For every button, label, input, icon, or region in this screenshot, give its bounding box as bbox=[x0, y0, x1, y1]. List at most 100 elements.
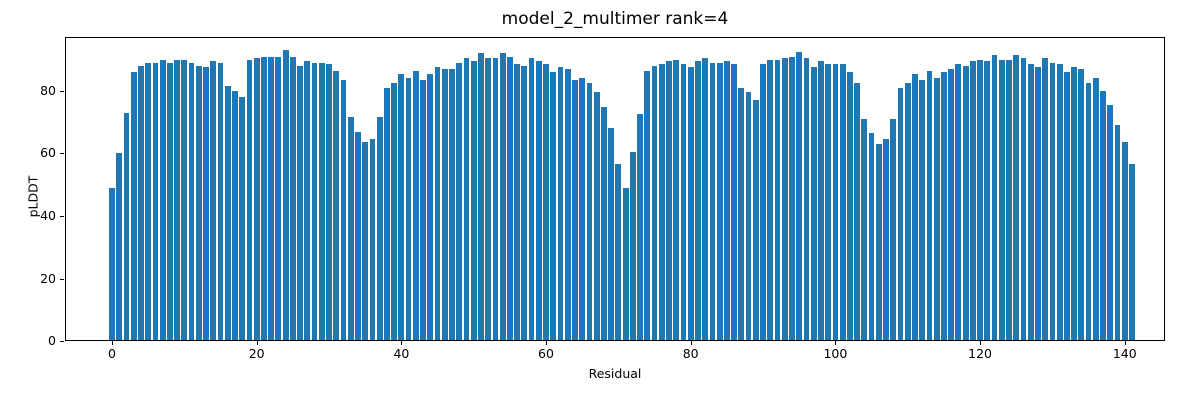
bar bbox=[535, 61, 542, 340]
bar bbox=[427, 73, 434, 340]
bar bbox=[723, 61, 730, 340]
bar bbox=[1107, 104, 1114, 340]
bar bbox=[304, 61, 311, 340]
bar bbox=[933, 78, 940, 340]
bar bbox=[282, 50, 289, 340]
bar bbox=[521, 65, 528, 340]
bar bbox=[449, 69, 455, 340]
bar bbox=[275, 56, 282, 340]
bar bbox=[586, 83, 593, 340]
bar bbox=[543, 64, 549, 340]
bar bbox=[123, 112, 130, 340]
bar bbox=[680, 64, 687, 340]
bar bbox=[138, 65, 144, 340]
x-tick-label: 20 bbox=[248, 346, 265, 361]
bar bbox=[268, 56, 275, 340]
bar bbox=[637, 114, 643, 340]
bar bbox=[752, 100, 759, 340]
y-tick-label: 20 bbox=[40, 270, 56, 286]
bar bbox=[818, 61, 824, 340]
bar bbox=[311, 62, 318, 340]
bar bbox=[1006, 59, 1012, 340]
bar bbox=[774, 59, 781, 340]
bar bbox=[601, 106, 607, 340]
bar bbox=[485, 58, 492, 340]
bar bbox=[962, 65, 969, 340]
bar bbox=[615, 164, 622, 340]
bar bbox=[159, 59, 166, 340]
bar bbox=[969, 61, 976, 340]
bar bbox=[347, 117, 354, 340]
bar bbox=[550, 72, 557, 340]
bar bbox=[810, 67, 817, 340]
bar bbox=[289, 56, 296, 340]
bar bbox=[333, 70, 340, 340]
bar bbox=[246, 59, 253, 340]
bar bbox=[608, 128, 615, 340]
bar bbox=[441, 69, 448, 340]
bar bbox=[376, 117, 383, 340]
bar bbox=[362, 142, 369, 340]
bar bbox=[803, 58, 810, 340]
bar bbox=[832, 64, 839, 340]
bar bbox=[948, 69, 955, 340]
bar bbox=[253, 58, 260, 340]
bar bbox=[506, 56, 513, 340]
bar bbox=[666, 61, 672, 340]
bar bbox=[181, 59, 188, 340]
bar bbox=[1121, 142, 1128, 340]
bar bbox=[629, 151, 636, 340]
bar bbox=[499, 53, 506, 340]
bar bbox=[702, 58, 709, 340]
bar bbox=[926, 70, 933, 340]
x-tick-mark bbox=[401, 341, 403, 345]
bar bbox=[434, 67, 441, 340]
bar bbox=[767, 59, 774, 340]
bar bbox=[1114, 125, 1121, 340]
bar bbox=[781, 58, 788, 340]
bar bbox=[369, 139, 376, 340]
bar bbox=[825, 64, 832, 340]
bar bbox=[1129, 164, 1135, 340]
x-tick-label: 40 bbox=[393, 346, 410, 361]
bar bbox=[188, 62, 195, 340]
bar bbox=[709, 62, 716, 340]
x-tick-mark bbox=[835, 341, 837, 345]
bar bbox=[977, 59, 983, 340]
bar bbox=[564, 69, 571, 340]
bar bbox=[145, 62, 152, 340]
bar bbox=[861, 119, 868, 340]
x-tick-mark bbox=[980, 341, 982, 345]
bar bbox=[789, 56, 795, 340]
bar bbox=[1085, 83, 1092, 340]
bar bbox=[340, 79, 347, 340]
bar bbox=[991, 54, 998, 340]
x-tick-label: 100 bbox=[823, 346, 848, 361]
bar bbox=[579, 78, 586, 340]
bar bbox=[846, 72, 853, 340]
bar bbox=[152, 62, 159, 340]
bar bbox=[738, 87, 745, 340]
x-axis-label: Residual bbox=[588, 366, 642, 381]
bar bbox=[1063, 72, 1070, 340]
bar bbox=[1100, 90, 1106, 340]
bar bbox=[890, 119, 897, 340]
bar bbox=[695, 61, 701, 340]
bar bbox=[1027, 64, 1034, 340]
bar bbox=[224, 86, 231, 340]
bar bbox=[572, 79, 578, 340]
bar bbox=[1035, 67, 1041, 340]
bar bbox=[919, 79, 926, 340]
bar bbox=[875, 144, 882, 340]
bar bbox=[760, 64, 766, 340]
bar bbox=[912, 73, 918, 340]
chart-title: model_2_multimer rank=4 bbox=[501, 9, 729, 29]
bar bbox=[904, 83, 911, 340]
bar bbox=[326, 64, 332, 340]
bar bbox=[1013, 54, 1020, 340]
bar bbox=[1071, 67, 1078, 340]
bar bbox=[687, 67, 694, 340]
bar bbox=[195, 65, 202, 340]
bar bbox=[651, 65, 658, 340]
bar bbox=[528, 58, 535, 340]
